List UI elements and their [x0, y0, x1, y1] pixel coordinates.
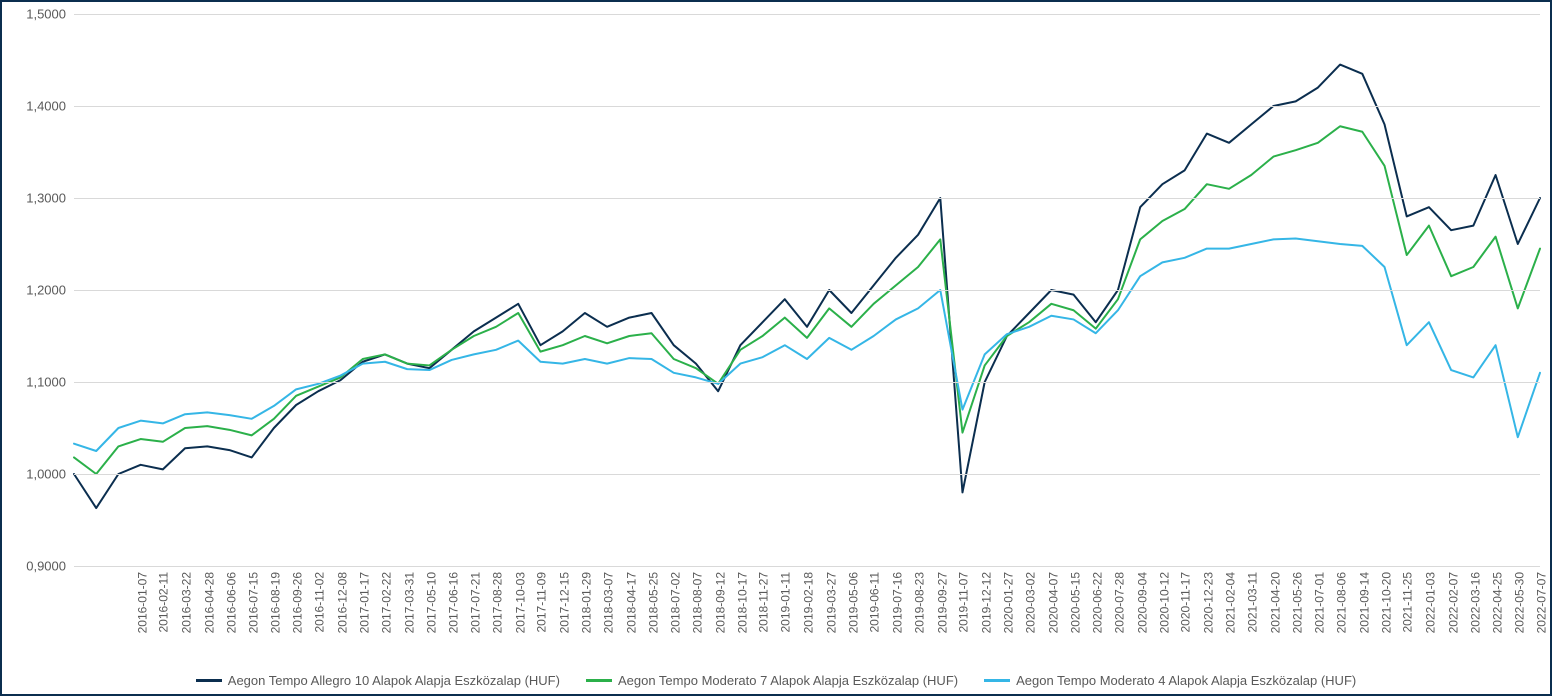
x-tick-label: 2021-02-04: [1224, 572, 1238, 633]
x-tick-label: 2016-09-26: [291, 572, 305, 633]
x-tick-label: 2016-03-22: [180, 572, 194, 633]
x-tick-label: 2020-03-02: [1024, 572, 1038, 633]
x-tick-label: 2021-11-25: [1401, 572, 1415, 633]
x-tick-label: 2020-05-15: [1068, 572, 1082, 633]
x-tick-label: 2017-06-16: [446, 572, 460, 633]
x-tick-label: 2019-07-16: [891, 572, 905, 633]
x-tick-label: 2022-01-03: [1424, 572, 1438, 633]
gridline: [74, 290, 1540, 291]
x-tick-label: 2021-10-20: [1379, 572, 1393, 633]
x-tick-label: 2022-02-07: [1446, 572, 1460, 633]
x-tick-label: 2018-07-02: [668, 572, 682, 633]
legend-swatch: [196, 679, 222, 682]
x-tick-label: 2020-12-23: [1202, 572, 1216, 633]
x-tick-label: 2021-07-01: [1313, 572, 1327, 633]
series-line: [74, 126, 1540, 474]
x-tick-label: 2016-12-08: [335, 572, 349, 633]
gridline: [74, 566, 1540, 567]
legend-item: Aegon Tempo Moderato 7 Alapok Alapja Esz…: [586, 673, 958, 688]
x-tick-label: 2016-11-02: [312, 572, 326, 633]
gridline: [74, 14, 1540, 15]
x-tick-label: 2017-05-10: [424, 572, 438, 633]
x-tick-label: 2018-11-27: [756, 572, 770, 633]
x-tick-label: 2022-05-30: [1513, 572, 1527, 633]
legend-label: Aegon Tempo Allegro 10 Alapok Alapja Esz…: [228, 673, 560, 688]
x-tick-label: 2019-11-07: [956, 572, 970, 633]
y-tick-label: 1,0000: [26, 467, 74, 482]
y-tick-label: 1,1000: [26, 375, 74, 390]
x-tick-label: 2016-07-15: [246, 572, 260, 633]
x-tick-label: 2019-06-11: [868, 572, 882, 633]
x-tick-label: 2018-03-07: [602, 572, 616, 633]
plot-area: 0,90001,00001,10001,20001,30001,40001,50…: [74, 14, 1540, 566]
x-tick-label: 2019-01-11: [779, 572, 793, 633]
x-tick-label: 2020-07-28: [1113, 572, 1127, 633]
x-tick-label: 2017-11-09: [534, 572, 548, 633]
y-tick-label: 1,2000: [26, 283, 74, 298]
x-tick-label: 2022-07-07: [1535, 572, 1549, 633]
x-tick-label: 2020-11-17: [1178, 572, 1192, 633]
legend: Aegon Tempo Allegro 10 Alapok Alapja Esz…: [2, 673, 1550, 688]
x-tick-label: 2020-04-07: [1046, 572, 1060, 633]
x-tick-label: 2021-09-14: [1357, 572, 1371, 633]
legend-swatch: [984, 679, 1010, 682]
x-tick-label: 2017-07-21: [469, 572, 483, 633]
gridline: [74, 106, 1540, 107]
x-tick-label: 2020-09-04: [1135, 572, 1149, 633]
x-tick-label: 2022-03-16: [1468, 572, 1482, 633]
x-tick-label: 2021-05-26: [1290, 572, 1304, 633]
series-line: [74, 238, 1540, 451]
x-tick-label: 2021-03-11: [1245, 572, 1259, 633]
y-tick-label: 1,5000: [26, 7, 74, 22]
x-tick-label: 2020-01-27: [1002, 572, 1016, 633]
y-tick-label: 1,3000: [26, 191, 74, 206]
x-tick-label: 2021-08-06: [1335, 572, 1349, 633]
x-tick-label: 2018-09-12: [713, 572, 727, 633]
legend-label: Aegon Tempo Moderato 7 Alapok Alapja Esz…: [618, 673, 958, 688]
x-tick-label: 2016-08-19: [269, 572, 283, 633]
x-tick-label: 2016-06-06: [224, 572, 238, 633]
x-tick-label: 2020-10-12: [1157, 572, 1171, 633]
x-tick-label: 2016-04-28: [202, 572, 216, 633]
gridline: [74, 382, 1540, 383]
x-tick-label: 2018-01-29: [580, 572, 594, 633]
x-tick-label: 2019-08-23: [913, 572, 927, 633]
chart-container: 0,9000 1,0000 1,1000 1,2000 1,3000 1,4000 1,50…: [0, 0, 1552, 696]
x-tick-label: 2019-05-06: [846, 572, 860, 633]
y-tick-label: 1,4000: [26, 99, 74, 114]
x-tick-label: 2018-04-17: [624, 572, 638, 633]
legend-swatch: [586, 679, 612, 682]
gridline: [74, 198, 1540, 199]
gridline: [74, 474, 1540, 475]
x-tick-label: 2016-02-11: [157, 572, 171, 633]
x-tick-label: 2018-10-17: [735, 572, 749, 633]
x-tick-label: 2021-04-20: [1268, 572, 1282, 633]
x-tick-label: 2022-04-25: [1490, 572, 1504, 633]
x-tick-label: 2019-12-12: [979, 572, 993, 633]
x-tick-label: 2017-12-15: [557, 572, 571, 633]
x-tick-label: 2018-05-25: [646, 572, 660, 633]
x-tick-label: 2019-02-18: [802, 572, 816, 633]
x-tick-label: 2017-10-03: [513, 572, 527, 633]
x-tick-label: 2018-08-07: [691, 572, 705, 633]
legend-item: Aegon Tempo Moderato 4 Alapok Alapja Esz…: [984, 673, 1356, 688]
x-tick-label: 2019-03-27: [824, 572, 838, 633]
legend-label: Aegon Tempo Moderato 4 Alapok Alapja Esz…: [1016, 673, 1356, 688]
x-tick-label: 2019-09-27: [935, 572, 949, 633]
series-line: [74, 65, 1540, 508]
x-tick-label: 2016-01-07: [135, 572, 149, 633]
x-tick-label: 2020-06-22: [1091, 572, 1105, 633]
x-tick-label: 2017-03-31: [402, 572, 416, 633]
x-tick-label: 2017-02-22: [380, 572, 394, 633]
x-tick-label: 2017-08-28: [491, 572, 505, 633]
x-tick-label: 2017-01-17: [358, 572, 372, 633]
legend-item: Aegon Tempo Allegro 10 Alapok Alapja Esz…: [196, 673, 560, 688]
y-tick-label: 0,9000: [26, 559, 74, 574]
